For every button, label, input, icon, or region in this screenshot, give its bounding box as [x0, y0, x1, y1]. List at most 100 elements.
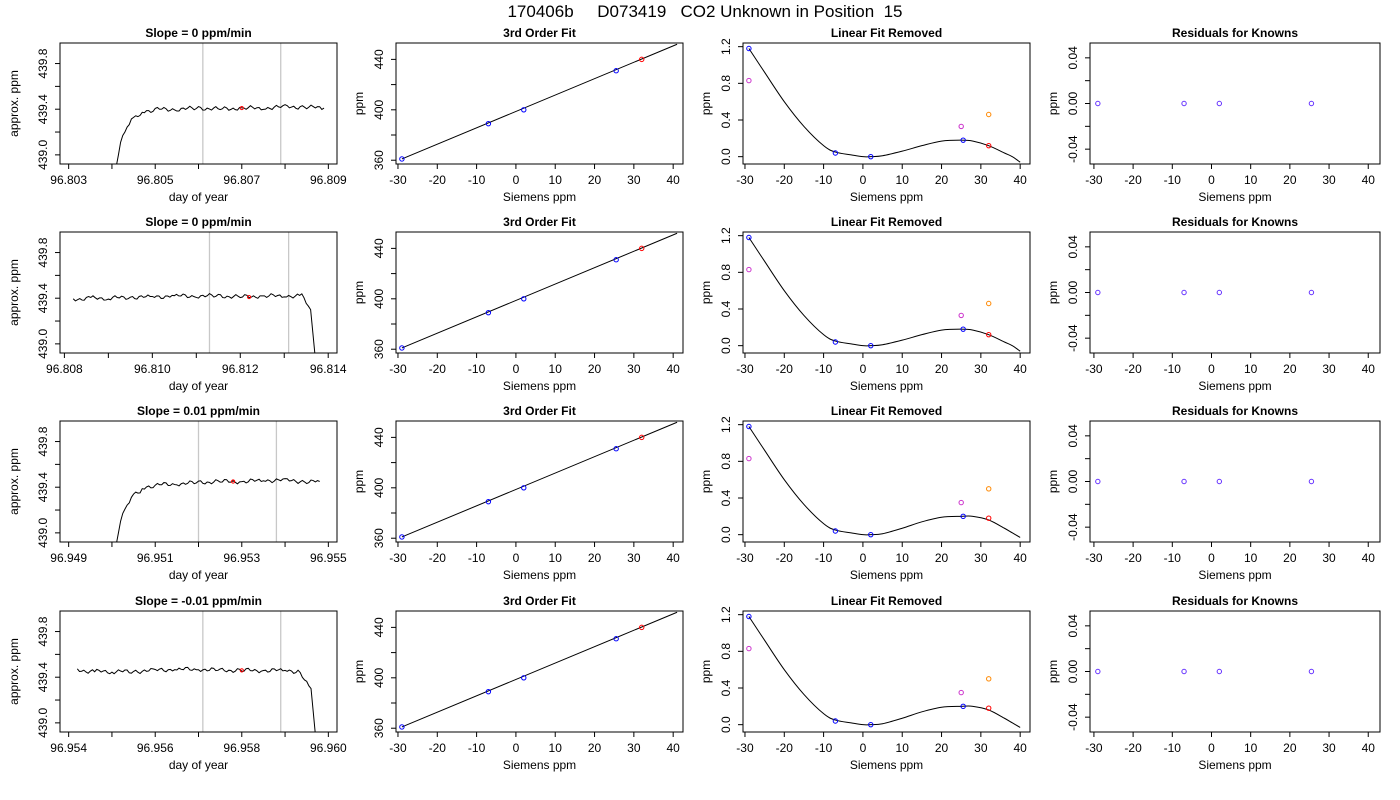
- x-tick-label: 96.955: [310, 551, 347, 565]
- x-axis-label: Siemens ppm: [850, 758, 923, 772]
- x-tick-label: -20: [429, 551, 447, 565]
- concentration-trace: [76, 666, 316, 732]
- x-tick-label: 20: [1283, 362, 1297, 376]
- x-tick-label: -10: [1164, 173, 1182, 187]
- data-point: [986, 300, 992, 307]
- plot-area: [72, 292, 316, 353]
- x-tick-label: -10: [815, 173, 833, 187]
- concentration-trace: [116, 478, 320, 542]
- data-point: [485, 309, 492, 316]
- y-axis: 439.0 439.4 439.8: [36, 616, 60, 738]
- y-tick-label: 0.0: [719, 337, 733, 354]
- y-axis-label: approx. ppm: [7, 638, 21, 705]
- data-point: [399, 345, 405, 351]
- y-tick-label: 439.8: [36, 48, 50, 78]
- x-axis: -30 -20 -10 0 10 20 30 40: [389, 542, 680, 565]
- y-tick-label: 0.04: [1066, 235, 1080, 259]
- x-tick-label: 40: [1013, 741, 1027, 755]
- x-axis: -30 -20 -10 0 10 20 30 40: [389, 353, 680, 376]
- panel-resid-row1: Residuals for Knowns -30 -20 -10 0 10 20 30 40 Si…: [1046, 26, 1381, 204]
- y-axis-label: ppm: [1046, 92, 1060, 115]
- x-tick-label: 0: [860, 551, 867, 565]
- x-tick-label: -30: [1085, 551, 1103, 565]
- data-point: [868, 531, 874, 538]
- data-point: [986, 676, 992, 682]
- panel-title: Slope = 0 ppm/min: [145, 215, 251, 229]
- panel-title: Linear Fit Removed: [831, 404, 942, 418]
- plot-frame: [395, 610, 684, 733]
- plot-area: [116, 478, 320, 542]
- x-tick-label: 10: [549, 741, 563, 755]
- data-point: [746, 45, 752, 52]
- panel-resid-row3: Residuals for Knowns -30 -20 -10 0 10 20 30 40 Si…: [1046, 404, 1381, 582]
- x-tick-label: 0: [1208, 173, 1215, 187]
- y-tick-label: 0.8: [719, 264, 733, 281]
- plot-frame: [395, 420, 684, 543]
- data-point: [1181, 668, 1187, 675]
- data-point: [1216, 668, 1223, 675]
- y-tick-label: 440: [372, 238, 386, 258]
- panel-title: Residuals for Knowns: [1172, 404, 1298, 418]
- y-tick-label: -0.04: [1066, 703, 1080, 731]
- data-point: [399, 724, 405, 730]
- data-point: [986, 515, 992, 521]
- data-point: [746, 234, 752, 241]
- y-axis: -0.04 0.00 0.04: [1066, 424, 1090, 541]
- x-tick-label: 30: [627, 741, 641, 755]
- data-point: [521, 107, 527, 113]
- x-tick-label: -10: [815, 362, 833, 376]
- panel-title: Slope = 0.01 ppm/min: [137, 404, 260, 418]
- x-tick-label: 0: [860, 741, 867, 755]
- panel-linrem-row1: Linear Fit Removed -30 -20 -10 0 10 20 30 40 Siem…: [699, 26, 1031, 204]
- x-tick-label: 10: [896, 551, 910, 565]
- x-tick-label: -10: [468, 173, 486, 187]
- x-tick-label: 40: [666, 173, 680, 187]
- x-tick-label: 96.951: [137, 551, 174, 565]
- x-tick-label: 40: [1362, 551, 1376, 565]
- x-tick-label: 96.809: [310, 173, 347, 187]
- x-axis: -30 -20 -10 0 10 20 30 40: [1085, 542, 1375, 565]
- fit-curve: [748, 48, 1021, 163]
- unknown-point: [239, 668, 244, 673]
- x-tick-label: -20: [1124, 173, 1142, 187]
- y-tick-label: 400: [372, 288, 386, 308]
- x-axis: 96.949 96.951 96.953 96.955: [50, 542, 347, 565]
- plot-area: [116, 104, 325, 164]
- plot-area: [746, 234, 1021, 352]
- y-axis-label: ppm: [352, 470, 366, 493]
- x-tick-label: 20: [935, 741, 949, 755]
- plot-frame: [59, 231, 338, 354]
- data-point: [399, 534, 405, 540]
- y-axis-label: approx. ppm: [7, 70, 21, 137]
- data-point: [399, 156, 405, 162]
- data-point: [1216, 478, 1223, 485]
- data-point: [746, 423, 752, 430]
- x-axis: -30 -20 -10 0 10 20 30 40: [736, 353, 1027, 376]
- x-tick-label: 20: [1283, 741, 1297, 755]
- x-tick-label: 96.808: [46, 362, 83, 376]
- data-point: [746, 645, 752, 652]
- y-tick-label: 439.0: [36, 708, 50, 738]
- data-point: [958, 499, 964, 506]
- panel-title: Linear Fit Removed: [831, 594, 942, 608]
- plot-area: [399, 43, 678, 162]
- y-tick-label: 0.8: [719, 643, 733, 660]
- x-tick-label: 30: [1322, 551, 1336, 565]
- x-tick-label: 30: [974, 741, 988, 755]
- panel-linrem-row2: Linear Fit Removed -30 -20 -10 0 10 20 30 40 Siem…: [699, 215, 1031, 393]
- plot-area: [746, 45, 1021, 163]
- y-tick-label: 0.04: [1066, 424, 1080, 448]
- panel-fit-row4: 3rd Order Fit -30 -20 -10 0 10 20 30 40 Siemens p…: [352, 594, 684, 772]
- y-tick-label: 0.00: [1066, 659, 1080, 683]
- x-tick-label: 30: [627, 173, 641, 187]
- data-point: [986, 331, 992, 338]
- x-tick-label: -30: [736, 173, 754, 187]
- plot-area: [399, 232, 678, 351]
- data-point: [1181, 100, 1187, 107]
- x-axis: 96.808 96.810 96.812 96.814: [46, 353, 347, 376]
- y-axis-label: ppm: [352, 281, 366, 304]
- x-axis-label: day of year: [169, 190, 228, 204]
- x-tick-label: -10: [468, 551, 486, 565]
